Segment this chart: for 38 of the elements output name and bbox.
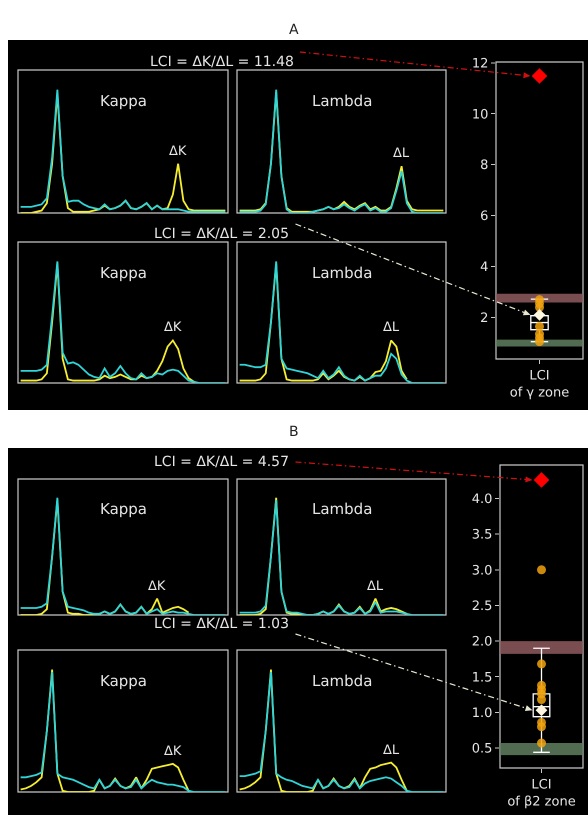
chart-title: Kappa <box>100 500 147 518</box>
chart-title: Kappa <box>100 672 147 690</box>
text: LCI = ΔK/ΔL = 4.57 <box>154 454 289 470</box>
annotation: ΔK <box>164 744 182 759</box>
chart-title: Kappa <box>100 92 147 110</box>
annotation: ΔK <box>169 144 187 159</box>
annotation: ΔL <box>383 743 400 758</box>
chart-title: Lambda <box>312 672 372 690</box>
chart-title: Lambda <box>312 92 372 110</box>
y-tick-label: 10 <box>472 107 488 122</box>
y-tick-label: 2 <box>480 311 488 326</box>
y-tick-label: 3.0 <box>472 563 492 578</box>
chart-title: Lambda <box>312 500 372 518</box>
y-tick-label: 0.5 <box>472 742 492 757</box>
chart-title: Lambda <box>312 264 372 282</box>
y-tick-label: 4 <box>480 260 488 276</box>
y-tick-label: 2.0 <box>472 634 492 650</box>
text: B <box>289 424 299 440</box>
annotation: ΔL <box>367 579 384 594</box>
text: A <box>289 22 299 38</box>
y-tick-label: 8 <box>480 158 488 174</box>
y-tick-label: 12 <box>472 56 488 72</box>
x-tick-label: LCI of β2 zone <box>507 778 576 810</box>
x-tick-label: LCI of γ zone <box>510 368 570 400</box>
y-tick-label: 3.5 <box>472 528 492 543</box>
text: LCI = ΔK/ΔL = 2.05 <box>154 226 289 242</box>
chart-title: Kappa <box>100 264 147 282</box>
text: LCI = ΔK/ΔL = 1.03 <box>154 616 289 632</box>
annotation: ΔK <box>164 320 182 335</box>
y-tick-label: 2.5 <box>472 599 492 614</box>
annotation: ΔL <box>383 320 400 335</box>
y-tick-label: 6 <box>480 209 488 224</box>
annotation: ΔK <box>148 579 166 594</box>
y-tick-label: 1.0 <box>472 706 492 721</box>
text: LCI = ΔK/ΔL = 11.48 <box>150 54 294 70</box>
annotation: ΔL <box>393 146 410 161</box>
y-tick-label: 1.5 <box>472 670 492 686</box>
y-tick-label: 4.0 <box>472 492 492 508</box>
